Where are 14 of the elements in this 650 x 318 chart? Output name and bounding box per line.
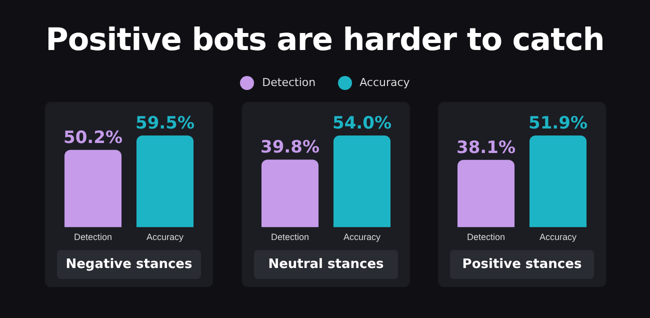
data-label: 38.1% [456,138,516,158]
x-tick-label: Detection [74,232,112,242]
data-label: 50.2% [64,128,122,148]
data-label: 54.0% [332,113,392,134]
data-label: 51.9% [528,113,588,134]
x-axis-title: Neutral stances [254,250,398,279]
data-label: 39.8% [260,138,320,158]
x-axis-title: Positive stances [450,250,594,279]
x-tick-label: Accuracy [146,232,184,242]
text: Positive bots are harder to catch [44,22,606,58]
data-label: 59.5% [136,113,194,134]
x-tick-label: Detection [466,232,506,242]
x-tick-label: Accuracy [539,232,578,242]
x-axis-title: Negative stances [57,250,201,279]
